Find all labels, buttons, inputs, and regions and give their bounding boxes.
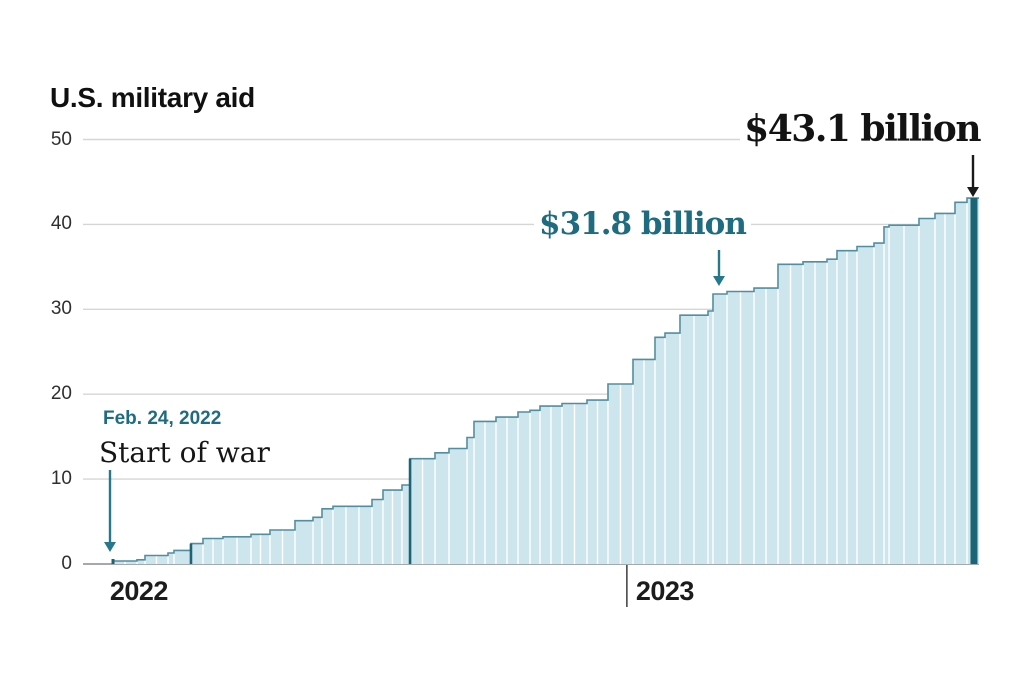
annotation-final-value: $43.1 billion — [740, 108, 984, 150]
aid-area-fill — [113, 198, 979, 564]
annotation-war-date: Feb. 24, 2022 — [103, 408, 222, 429]
y-axis-label-20: 20 — [50, 383, 72, 405]
y-axis-label-0: 0 — [61, 553, 72, 574]
chart-title: U.S. military aid — [50, 82, 255, 113]
final-total-bar — [970, 198, 978, 564]
war-start-arrow — [104, 470, 116, 552]
annotation-mid-value: $31.8 billion — [534, 206, 751, 242]
annotation-war-label: Start of war — [99, 436, 270, 469]
aid-step-outline — [112, 197, 979, 564]
y-axis-label-30: 30 — [50, 298, 72, 320]
x-axis-label-2022: 2022 — [109, 576, 169, 606]
final-value-arrow — [967, 155, 979, 197]
war-start-notch — [111, 559, 115, 564]
y-axis-label-50: 50 — [50, 128, 72, 150]
x-axis-label-2023: 2023 — [635, 576, 695, 606]
y-axis-label-40: 40 — [50, 213, 72, 235]
mid-value-arrow — [713, 250, 725, 286]
y-axis-label-10: 10 — [50, 468, 72, 490]
